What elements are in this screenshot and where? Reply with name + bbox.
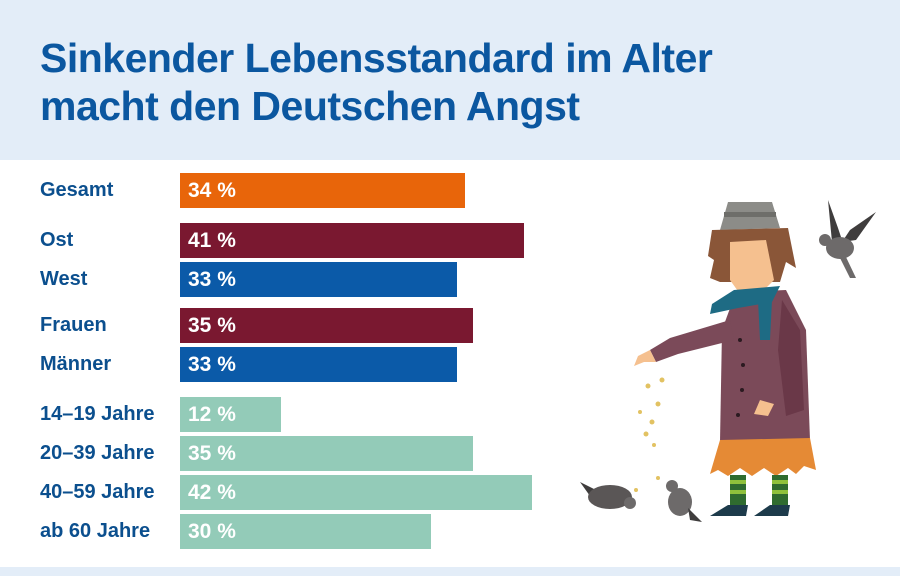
- header-band: Sinkender Lebensstandard im Alter macht …: [0, 0, 900, 160]
- category-label: Frauen: [40, 314, 107, 336]
- bar-value-label: 41 %: [188, 229, 236, 252]
- bar-value-label: 12 %: [188, 403, 236, 426]
- category-label: Männer: [40, 353, 112, 375]
- category-label: 14–19 Jahre: [40, 403, 155, 425]
- pecking-pigeon-icon: [580, 482, 636, 509]
- category-label: 20–39 Jahre: [40, 442, 155, 464]
- bar-chart: Gesamt 34 % Ost 41 % West 33 % Frauen 35 % Männe…: [0, 160, 560, 567]
- bar: 30 %: [180, 514, 431, 549]
- bar-value-label: 34 %: [188, 179, 236, 202]
- footer-band: [0, 567, 900, 576]
- flying-pigeon-icon: [819, 200, 876, 278]
- bar: 42 %: [180, 475, 532, 510]
- woman-feeding-pigeons-illustration: [580, 200, 876, 522]
- bar-value-label: 42 %: [188, 481, 236, 504]
- category-label: ab 60 Jahre: [40, 520, 151, 542]
- bar: 33 %: [180, 262, 457, 297]
- bar-value-label: 35 %: [188, 442, 236, 465]
- chart-title: Sinkender Lebensstandard im Alter macht …: [40, 34, 713, 130]
- category-label: 40–59 Jahre: [40, 481, 155, 503]
- category-label: Ost: [40, 229, 74, 251]
- title-line-2: macht den Deutschen Angst: [40, 83, 580, 129]
- bar-value-label: 30 %: [188, 520, 236, 543]
- bar: 41 %: [180, 223, 524, 258]
- standing-pigeon-icon: [666, 480, 702, 522]
- bar: 34 %: [180, 173, 465, 208]
- bar: 12 %: [180, 397, 281, 432]
- bar: 35 %: [180, 436, 473, 471]
- title-line-1: Sinkender Lebensstandard im Alter: [40, 35, 713, 81]
- bar: 35 %: [180, 308, 473, 343]
- bird-seeds-icon: [629, 377, 665, 506]
- bar-value-label: 33 %: [188, 268, 236, 291]
- bar-value-label: 33 %: [188, 353, 236, 376]
- bar-value-label: 35 %: [188, 314, 236, 337]
- category-label: West: [40, 268, 88, 290]
- category-label: Gesamt: [40, 179, 114, 201]
- bar: 33 %: [180, 347, 457, 382]
